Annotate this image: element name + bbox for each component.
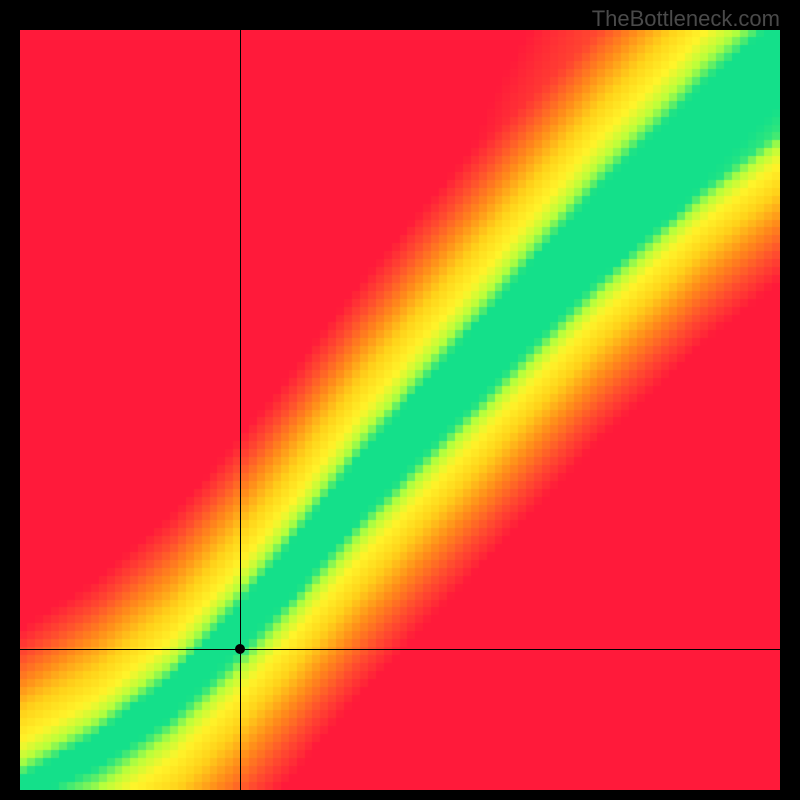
heatmap-canvas	[20, 30, 780, 790]
heatmap-plot	[20, 30, 780, 790]
watermark-text: TheBottleneck.com	[592, 6, 780, 32]
crosshair-marker	[235, 644, 245, 654]
crosshair-horizontal	[20, 649, 780, 650]
crosshair-vertical	[240, 30, 241, 790]
